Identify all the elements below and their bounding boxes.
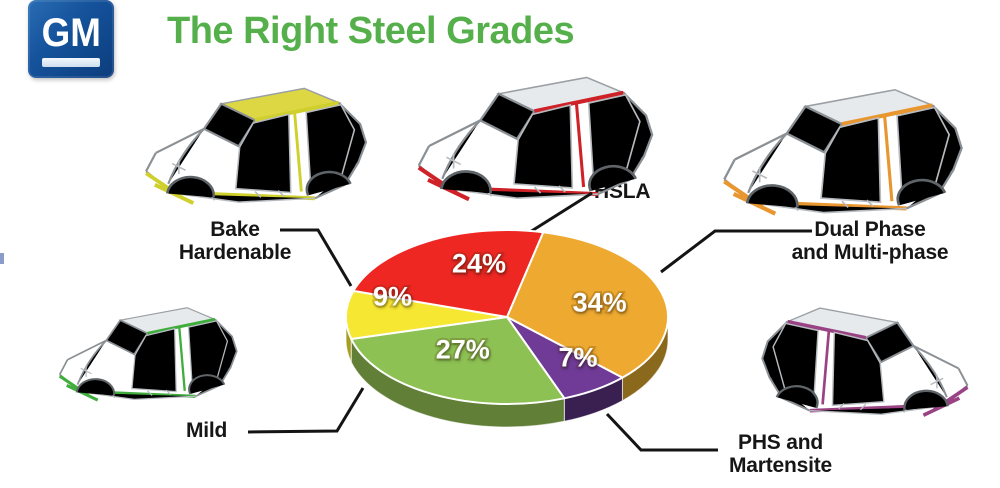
gm-logo-text: GM xyxy=(41,11,101,55)
pie-value-label-bake-hardenable: 9% xyxy=(373,281,412,311)
connector-phs-martensite xyxy=(605,412,718,452)
pie-value-label-phs-and-martensite: 7% xyxy=(558,343,597,373)
callout-label-phs-martensite: PHS and Martensite xyxy=(728,431,833,478)
pie-value-label-mild: 27% xyxy=(436,334,490,364)
connector-hsla xyxy=(529,191,593,234)
pie-slice-hsla xyxy=(352,229,545,318)
connector-dual-phase xyxy=(660,229,812,274)
gm-logo-underline xyxy=(42,58,100,67)
pie-chart: 34% 7% 27% 9% 24% xyxy=(345,229,669,428)
pie-value-label-dual-phase-and-multi-phase: 34% xyxy=(573,287,627,317)
pie-value-label-hsla: 24% xyxy=(452,249,506,279)
callout-label-mild: Mild xyxy=(186,419,228,442)
left-edge-artifact xyxy=(0,253,4,264)
pie-slice-mild xyxy=(350,316,566,405)
pie-slice-bake-hardenable xyxy=(345,289,508,340)
callout-label-dual-phase: Dual Phase and Multi-phase xyxy=(791,218,949,265)
page-title: The Right Steel Grades xyxy=(167,10,575,52)
pie-slice-dual-phase-and-multi-phase xyxy=(506,231,669,379)
callout-label-bake-hardenable: Bake Hardenable xyxy=(178,218,292,265)
connector-mild xyxy=(247,387,365,434)
connector-bake-hardenable xyxy=(280,228,353,287)
gm-logo: GM xyxy=(28,0,114,78)
